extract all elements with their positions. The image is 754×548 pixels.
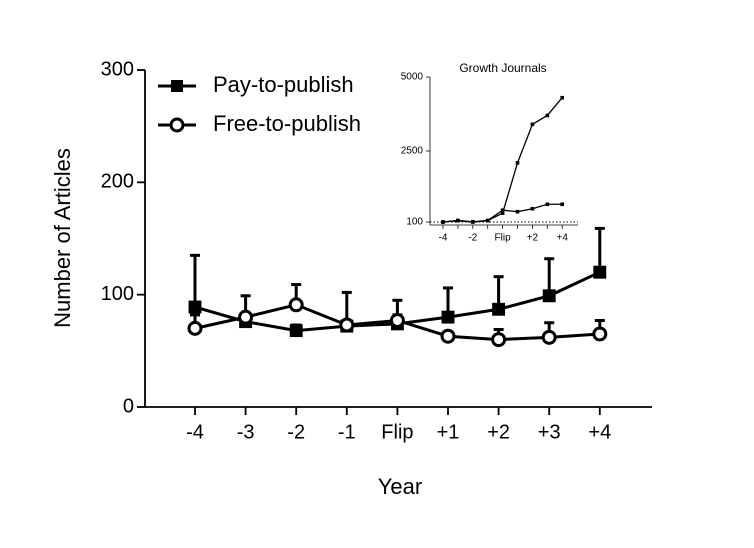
point: [471, 220, 475, 224]
point: [500, 208, 505, 212]
point: [500, 211, 505, 215]
point: [485, 218, 490, 223]
point: [491, 332, 507, 348]
point: [289, 324, 303, 338]
y-tick-label: 200: [101, 171, 134, 193]
y-tick-label: 100: [101, 283, 134, 305]
x-tick-label: +1: [437, 421, 460, 443]
point: [238, 309, 254, 325]
point: [187, 320, 203, 336]
x-tick-label: -1: [338, 421, 356, 443]
point: [389, 313, 405, 329]
series-line: [442, 97, 563, 223]
x-tick-label: -2: [287, 421, 305, 443]
x-axis-label: Year: [378, 474, 422, 499]
point: [560, 95, 564, 100]
y-tick-label: 5000: [401, 72, 424, 83]
point: [456, 218, 460, 223]
point: [440, 328, 456, 344]
point: [545, 202, 550, 207]
point: [288, 297, 304, 313]
x-tick-label: +2: [527, 233, 539, 244]
x-tick-label: Flip: [495, 233, 512, 244]
inset-title: Growth Journals: [459, 61, 546, 75]
x-tick-label: +4: [588, 421, 611, 443]
point: [541, 329, 557, 345]
point: [530, 122, 535, 127]
y-tick-label: 2500: [401, 146, 424, 157]
y-tick-label: 100: [406, 217, 423, 228]
x-tick-label: -4: [186, 421, 204, 443]
point: [515, 209, 520, 214]
point: [492, 302, 506, 316]
point: [592, 326, 608, 342]
y-axis-label: Number of Articles: [50, 148, 75, 328]
point: [560, 202, 564, 207]
point: [593, 265, 607, 279]
x-tick-label: -4: [439, 233, 448, 244]
point: [441, 310, 455, 324]
legend-marker: [171, 80, 183, 92]
legend-label: Free-to-publish: [213, 111, 361, 136]
point: [188, 300, 202, 314]
y-tick-label: 0: [123, 395, 134, 417]
legend-marker: [169, 117, 185, 133]
x-tick-label: +4: [556, 233, 568, 244]
x-tick-label: -2: [468, 233, 477, 244]
x-tick-label: -3: [237, 421, 255, 443]
x-tick-label: +2: [487, 421, 510, 443]
y-tick-label: 300: [101, 58, 134, 80]
point: [515, 161, 520, 165]
x-tick-label: Flip: [381, 421, 413, 443]
point: [441, 220, 445, 224]
point: [542, 289, 556, 303]
point: [545, 113, 550, 118]
point: [339, 317, 355, 333]
x-tick-label: +3: [538, 421, 561, 443]
legend-label: Pay-to-publish: [213, 72, 354, 97]
point: [530, 206, 535, 211]
